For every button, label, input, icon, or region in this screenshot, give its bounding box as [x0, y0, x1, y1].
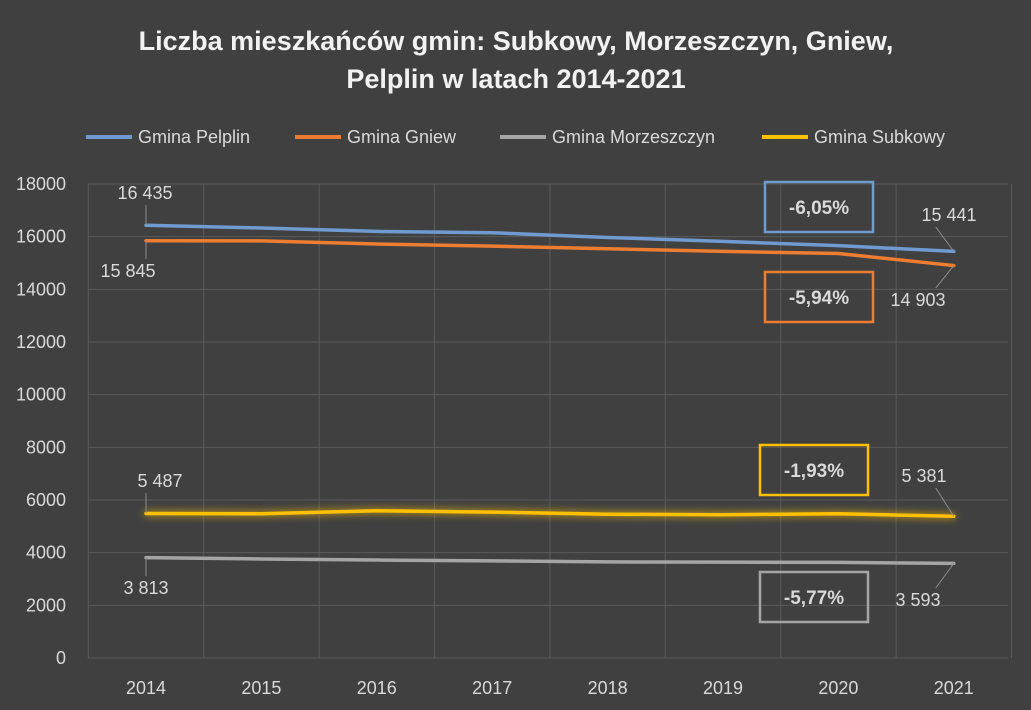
series-line-1	[144, 238, 956, 268]
gridlines	[87, 183, 1012, 659]
data-label-last: 15 441	[921, 205, 976, 225]
data-point	[836, 512, 840, 516]
y-tick-label: 2000	[26, 595, 66, 615]
change-label-1: -5,94%	[789, 288, 849, 309]
series-lines	[144, 223, 956, 566]
data-point	[606, 247, 610, 251]
change-label-2: -5,77%	[784, 588, 844, 609]
leader-line	[935, 487, 955, 517]
data-point	[721, 513, 725, 517]
data-point	[259, 512, 263, 516]
x-axis: 2014 2015 2016 2017 2018 2019 2020 2021	[126, 678, 974, 698]
leader-line	[935, 265, 955, 289]
x-tick-label: 2017	[472, 678, 512, 698]
data-label-first: 5 487	[137, 471, 182, 491]
chart-title-line-2: Pelplin w latach 2014-2021	[346, 64, 685, 94]
data-point	[721, 249, 725, 253]
data-point	[606, 235, 610, 239]
x-tick-label: 2018	[588, 678, 628, 698]
data-point	[490, 510, 494, 514]
series-line-3	[144, 509, 956, 519]
data-point	[721, 560, 725, 564]
x-tick-label: 2015	[241, 678, 281, 698]
y-tick-label: 0	[56, 648, 66, 668]
data-point	[490, 559, 494, 563]
data-point	[259, 239, 263, 243]
data-label-first: 16 435	[117, 183, 172, 203]
data-label-last: 3 593	[895, 590, 940, 610]
data-point	[375, 229, 379, 233]
data-label-last: 14 903	[890, 290, 945, 310]
change-box-3	[758, 443, 870, 497]
series-line-0	[144, 223, 956, 254]
y-tick-label: 14000	[16, 279, 66, 299]
change-box-1	[763, 270, 875, 324]
data-label-first: 3 813	[123, 578, 168, 598]
legend-label-2: Gmina Morzeszczyn	[552, 127, 715, 147]
data-point	[836, 252, 840, 256]
data-point	[721, 239, 725, 243]
data-point	[259, 557, 263, 561]
data-label-first: 15 845	[100, 261, 155, 281]
chart-title-line-1: Liczba mieszkańców gmin: Subkowy, Morzes…	[139, 26, 894, 56]
y-tick-label: 16000	[16, 227, 66, 247]
x-tick-label: 2014	[126, 678, 166, 698]
data-point	[375, 509, 379, 513]
y-tick-label: 6000	[26, 490, 66, 510]
data-point	[606, 560, 610, 564]
data-point	[836, 244, 840, 248]
y-tick-label: 18000	[16, 174, 66, 194]
change-box-0	[763, 180, 875, 234]
data-point	[375, 242, 379, 246]
legend-label-0: Gmina Pelplin	[138, 127, 250, 147]
data-point	[606, 512, 610, 516]
x-tick-label: 2021	[934, 678, 974, 698]
y-tick-label: 8000	[26, 437, 66, 457]
y-tick-label: 4000	[26, 543, 66, 563]
series-line-2	[144, 555, 956, 566]
data-labels: 16 435 15 441 15 845 14 903 5 487 5 381 3 813 3…	[100, 183, 976, 610]
leader-line	[935, 226, 955, 252]
data-point	[375, 558, 379, 562]
y-tick-label: 10000	[16, 385, 66, 405]
data-point	[259, 226, 263, 230]
change-label-3: -1,93%	[784, 461, 844, 482]
y-tick-label: 12000	[16, 332, 66, 352]
change-label-0: -6,05%	[789, 198, 849, 219]
change-boxes: -6,05% -5,94% -1,93% -5,77%	[758, 180, 875, 624]
data-point	[836, 560, 840, 564]
x-tick-label: 2016	[357, 678, 397, 698]
legend-label-1: Gmina Gniew	[347, 127, 457, 147]
x-tick-label: 2020	[818, 678, 858, 698]
legend: Gmina Pelplin Gmina Gniew Gmina Morzeszczy…	[86, 127, 945, 147]
data-label-last: 5 381	[901, 466, 946, 486]
data-point	[490, 231, 494, 235]
data-point	[490, 244, 494, 248]
y-axis: 0 2000 4000 6000 8000 10000 12000 14000 16000 180…	[16, 174, 66, 668]
legend-label-3: Gmina Subkowy	[814, 127, 945, 147]
change-box-2	[758, 570, 870, 624]
x-tick-label: 2019	[703, 678, 743, 698]
leader-line	[935, 563, 955, 589]
